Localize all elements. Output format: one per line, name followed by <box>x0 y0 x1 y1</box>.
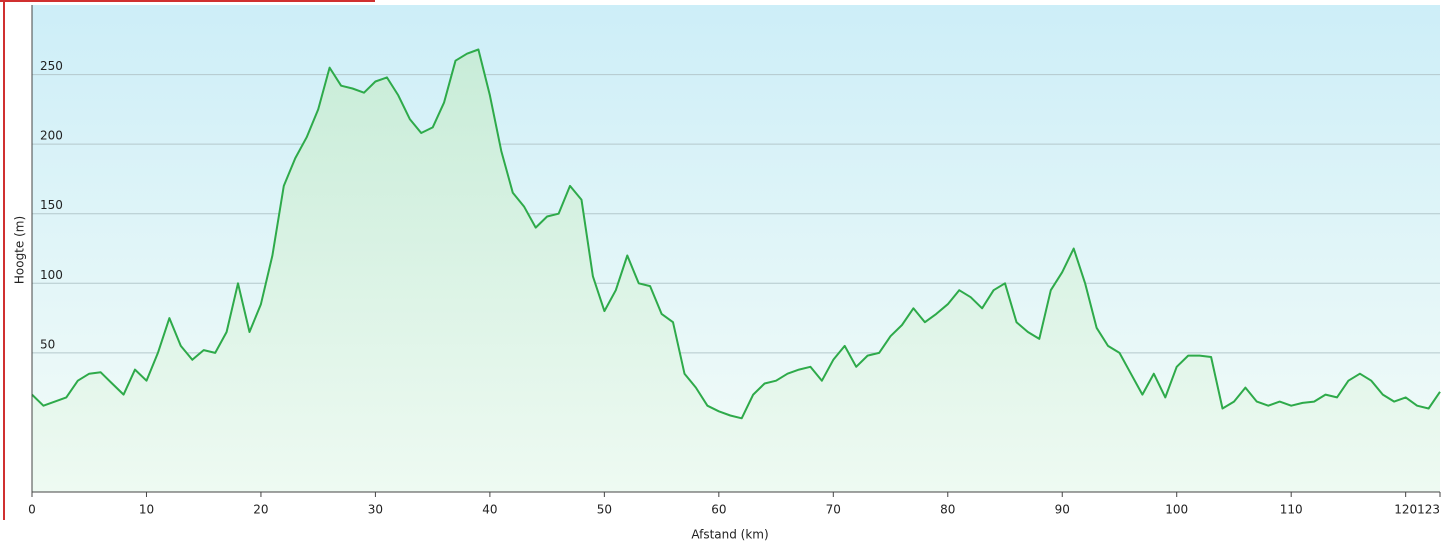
x-tick-label: 0 <box>28 503 36 517</box>
x-tick-label: 110 <box>1280 503 1303 517</box>
x-tick-label: 100 <box>1165 503 1188 517</box>
x-tick-label: 60 <box>711 503 726 517</box>
x-tick-label: 20 <box>253 503 268 517</box>
area <box>32 49 1440 492</box>
x-tick-label: 10 <box>139 503 154 517</box>
y-tick-label: 250 <box>40 59 63 73</box>
y-axis-label: Hoogte (m) <box>13 216 27 284</box>
y-tick-label: 200 <box>40 129 63 143</box>
x-tick-label: 90 <box>1055 503 1070 517</box>
x-tick-label: 30 <box>368 503 383 517</box>
x-tick-label: 120 <box>1394 503 1417 517</box>
x-tick-label: 50 <box>597 503 612 517</box>
x-tick-label: 80 <box>940 503 955 517</box>
y-tick-label: 100 <box>40 268 63 282</box>
x-axis-label: Afstand (km) <box>691 528 768 542</box>
x-tick-label: 123 <box>1417 503 1440 517</box>
y-tick-label: 150 <box>40 198 63 212</box>
y-tick-label: 50 <box>40 337 55 351</box>
line <box>31 48 1441 420</box>
x-tick-label: 70 <box>826 503 841 517</box>
x-tick-label: 40 <box>482 503 497 517</box>
